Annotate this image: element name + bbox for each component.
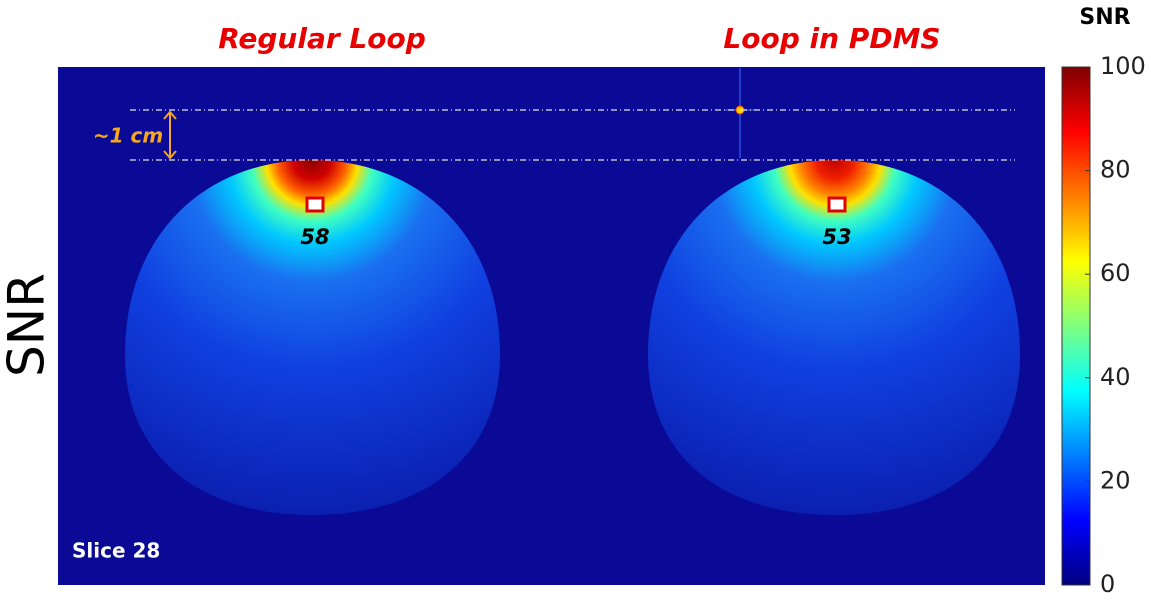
colorbar-tick-label: 20	[1100, 466, 1131, 494]
panel-title: Loop in PDMS	[723, 22, 940, 55]
roi	[827, 196, 847, 213]
row-label: SNR	[0, 273, 56, 377]
colorbar-tick-label: 40	[1100, 363, 1131, 391]
colorbar	[1061, 66, 1091, 586]
distance-arrow	[163, 110, 177, 160]
snr-map	[125, 160, 500, 515]
panel-title: Regular Loop	[218, 22, 426, 55]
roi	[305, 196, 325, 213]
colorbar-tick-label: 80	[1100, 156, 1131, 184]
slice-label: Slice 28	[72, 539, 160, 563]
snr-map	[648, 160, 1020, 515]
distance-label: ~1 cm	[93, 124, 163, 148]
roi-value: 58	[300, 225, 329, 249]
colorbar-title: SNR	[1079, 5, 1130, 30]
colorbar-tick-label: 0	[1100, 570, 1115, 598]
roi-value: 53	[822, 225, 851, 249]
colorbar-tick-label: 60	[1100, 259, 1131, 287]
colorbar-tick-label: 100	[1100, 52, 1146, 80]
